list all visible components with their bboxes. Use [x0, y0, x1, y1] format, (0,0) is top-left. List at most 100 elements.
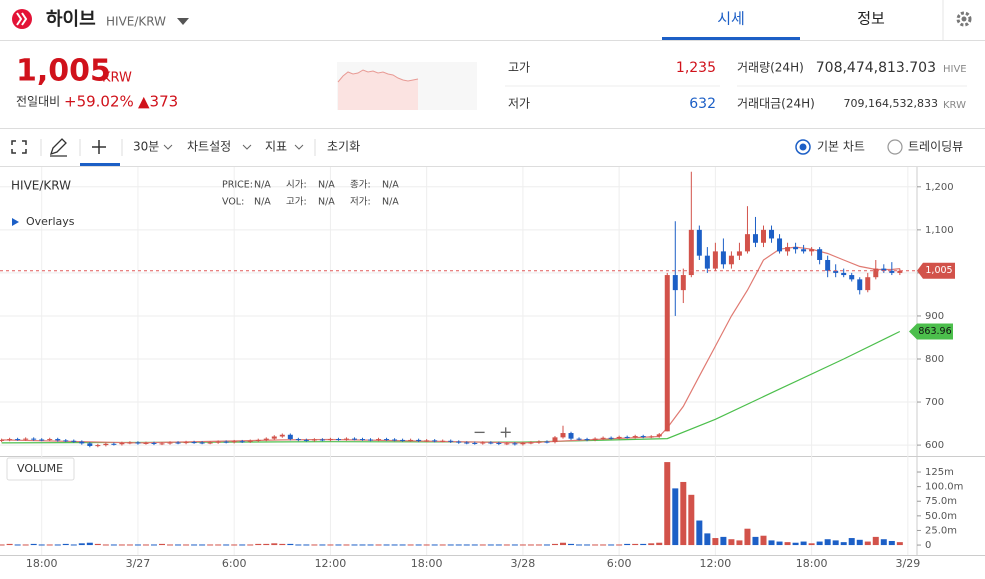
candle-body — [183, 442, 189, 444]
indicators[interactable]: 지표 — [265, 140, 287, 154]
turnover-unit: KRW — [943, 100, 966, 111]
candle-body — [873, 268, 879, 278]
candle-body — [785, 247, 791, 252]
volume-bar — [223, 544, 230, 546]
radio[interactable] — [795, 139, 811, 155]
volume-bar — [351, 544, 358, 546]
candle-body — [825, 259, 831, 271]
candle-body — [632, 436, 638, 438]
high-label: 고가 — [508, 61, 530, 75]
candle-body — [881, 268, 887, 271]
draw-icon[interactable] — [49, 138, 67, 157]
volume-bar — [54, 544, 61, 546]
volume-bar — [86, 542, 93, 546]
candle-body — [0, 439, 5, 441]
volume-bar — [856, 539, 863, 546]
chart-settings[interactable]: 차트설정 — [187, 140, 231, 154]
volume-bar — [126, 544, 133, 546]
candle-body — [63, 440, 69, 442]
volume-bar — [624, 543, 631, 546]
candle-body — [175, 442, 181, 444]
reset[interactable]: 초기화 — [327, 140, 360, 154]
candle-body — [889, 270, 895, 273]
moving-average — [1, 330, 901, 444]
candle-body — [279, 434, 285, 437]
zoom-in[interactable]: + — [499, 423, 512, 442]
candle-body — [31, 438, 37, 440]
candle-body — [688, 229, 694, 276]
chart-type[interactable]: 트레이딩뷰 — [908, 140, 963, 154]
volume-bar — [600, 544, 607, 546]
volume-bar — [824, 539, 831, 546]
fullscreen-icon[interactable] — [11, 140, 27, 154]
candle-body — [504, 443, 510, 445]
chart-type[interactable]: 기본 차트 — [817, 140, 865, 154]
tab-underline — [662, 37, 800, 40]
volume-bar — [672, 488, 679, 546]
overlays[interactable]: Overlays — [26, 215, 75, 228]
volume-bar — [816, 541, 823, 546]
candle-body — [55, 439, 61, 441]
y-tick-label: 125m — [925, 467, 954, 478]
change-abs: ▲373 — [138, 93, 178, 111]
volume-bar — [872, 536, 879, 546]
volume-bar — [287, 543, 294, 546]
volume-bar — [207, 544, 214, 546]
candle-body — [432, 440, 438, 442]
x-tick-label: 6:00 — [222, 557, 247, 570]
x-tick-label: 3/29 — [896, 557, 921, 570]
candle-body — [343, 438, 349, 440]
info-text: 고가: — [286, 197, 307, 208]
volume-bar — [888, 540, 895, 546]
volume-bar — [271, 543, 278, 546]
volume-bar — [832, 540, 839, 546]
candle-body — [271, 436, 277, 439]
volume-bar — [487, 544, 494, 546]
caret — [163, 144, 173, 150]
zoom-out[interactable]: − — [473, 423, 486, 442]
candle-body — [351, 438, 357, 440]
x-tick-label: 18:00 — [796, 557, 828, 570]
crosshair-icon[interactable] — [92, 140, 106, 154]
y-tick-label: 800 — [925, 354, 944, 365]
settings-icon[interactable] — [956, 11, 972, 27]
volume-bar — [447, 544, 454, 546]
volume-bar — [720, 536, 727, 546]
candle-body — [472, 442, 478, 444]
volume-bar — [303, 544, 310, 546]
volume-bar — [632, 543, 639, 546]
candle-body — [760, 229, 766, 243]
y-tick-label: 1,200 — [925, 182, 954, 193]
candle-body — [560, 433, 566, 438]
volume-bar — [736, 540, 743, 546]
candle-body — [512, 443, 518, 445]
volume-bar — [776, 541, 783, 546]
tab[interactable]: 정보 — [857, 10, 885, 28]
candle-body — [135, 442, 141, 444]
candle-body — [568, 433, 574, 439]
candle-body — [728, 255, 734, 265]
volume-bar — [70, 544, 77, 546]
volume-bar — [391, 544, 398, 546]
volume-bar — [183, 544, 190, 546]
chart-title: HIVE/KRW — [11, 179, 71, 193]
overlays-arrow[interactable] — [12, 218, 19, 226]
coin-pair: HIVE/KRW — [106, 15, 166, 29]
candle-body — [680, 275, 686, 291]
candle-body — [801, 249, 807, 252]
volume-bar — [423, 544, 430, 546]
coin-name: 하이브 — [46, 9, 96, 30]
candle-body — [223, 441, 229, 443]
tab[interactable]: 시세 — [717, 10, 745, 28]
candle-body — [127, 442, 133, 444]
sparkline-line — [337, 69, 419, 83]
radio[interactable] — [887, 139, 903, 155]
candle-body — [159, 443, 165, 445]
candle-body — [857, 279, 863, 291]
volume-bar — [134, 544, 141, 546]
active-tool — [80, 163, 120, 166]
interval[interactable]: 30분 — [133, 140, 159, 154]
info-text: N/A — [254, 180, 271, 191]
dropdown-arrow[interactable] — [177, 18, 189, 25]
